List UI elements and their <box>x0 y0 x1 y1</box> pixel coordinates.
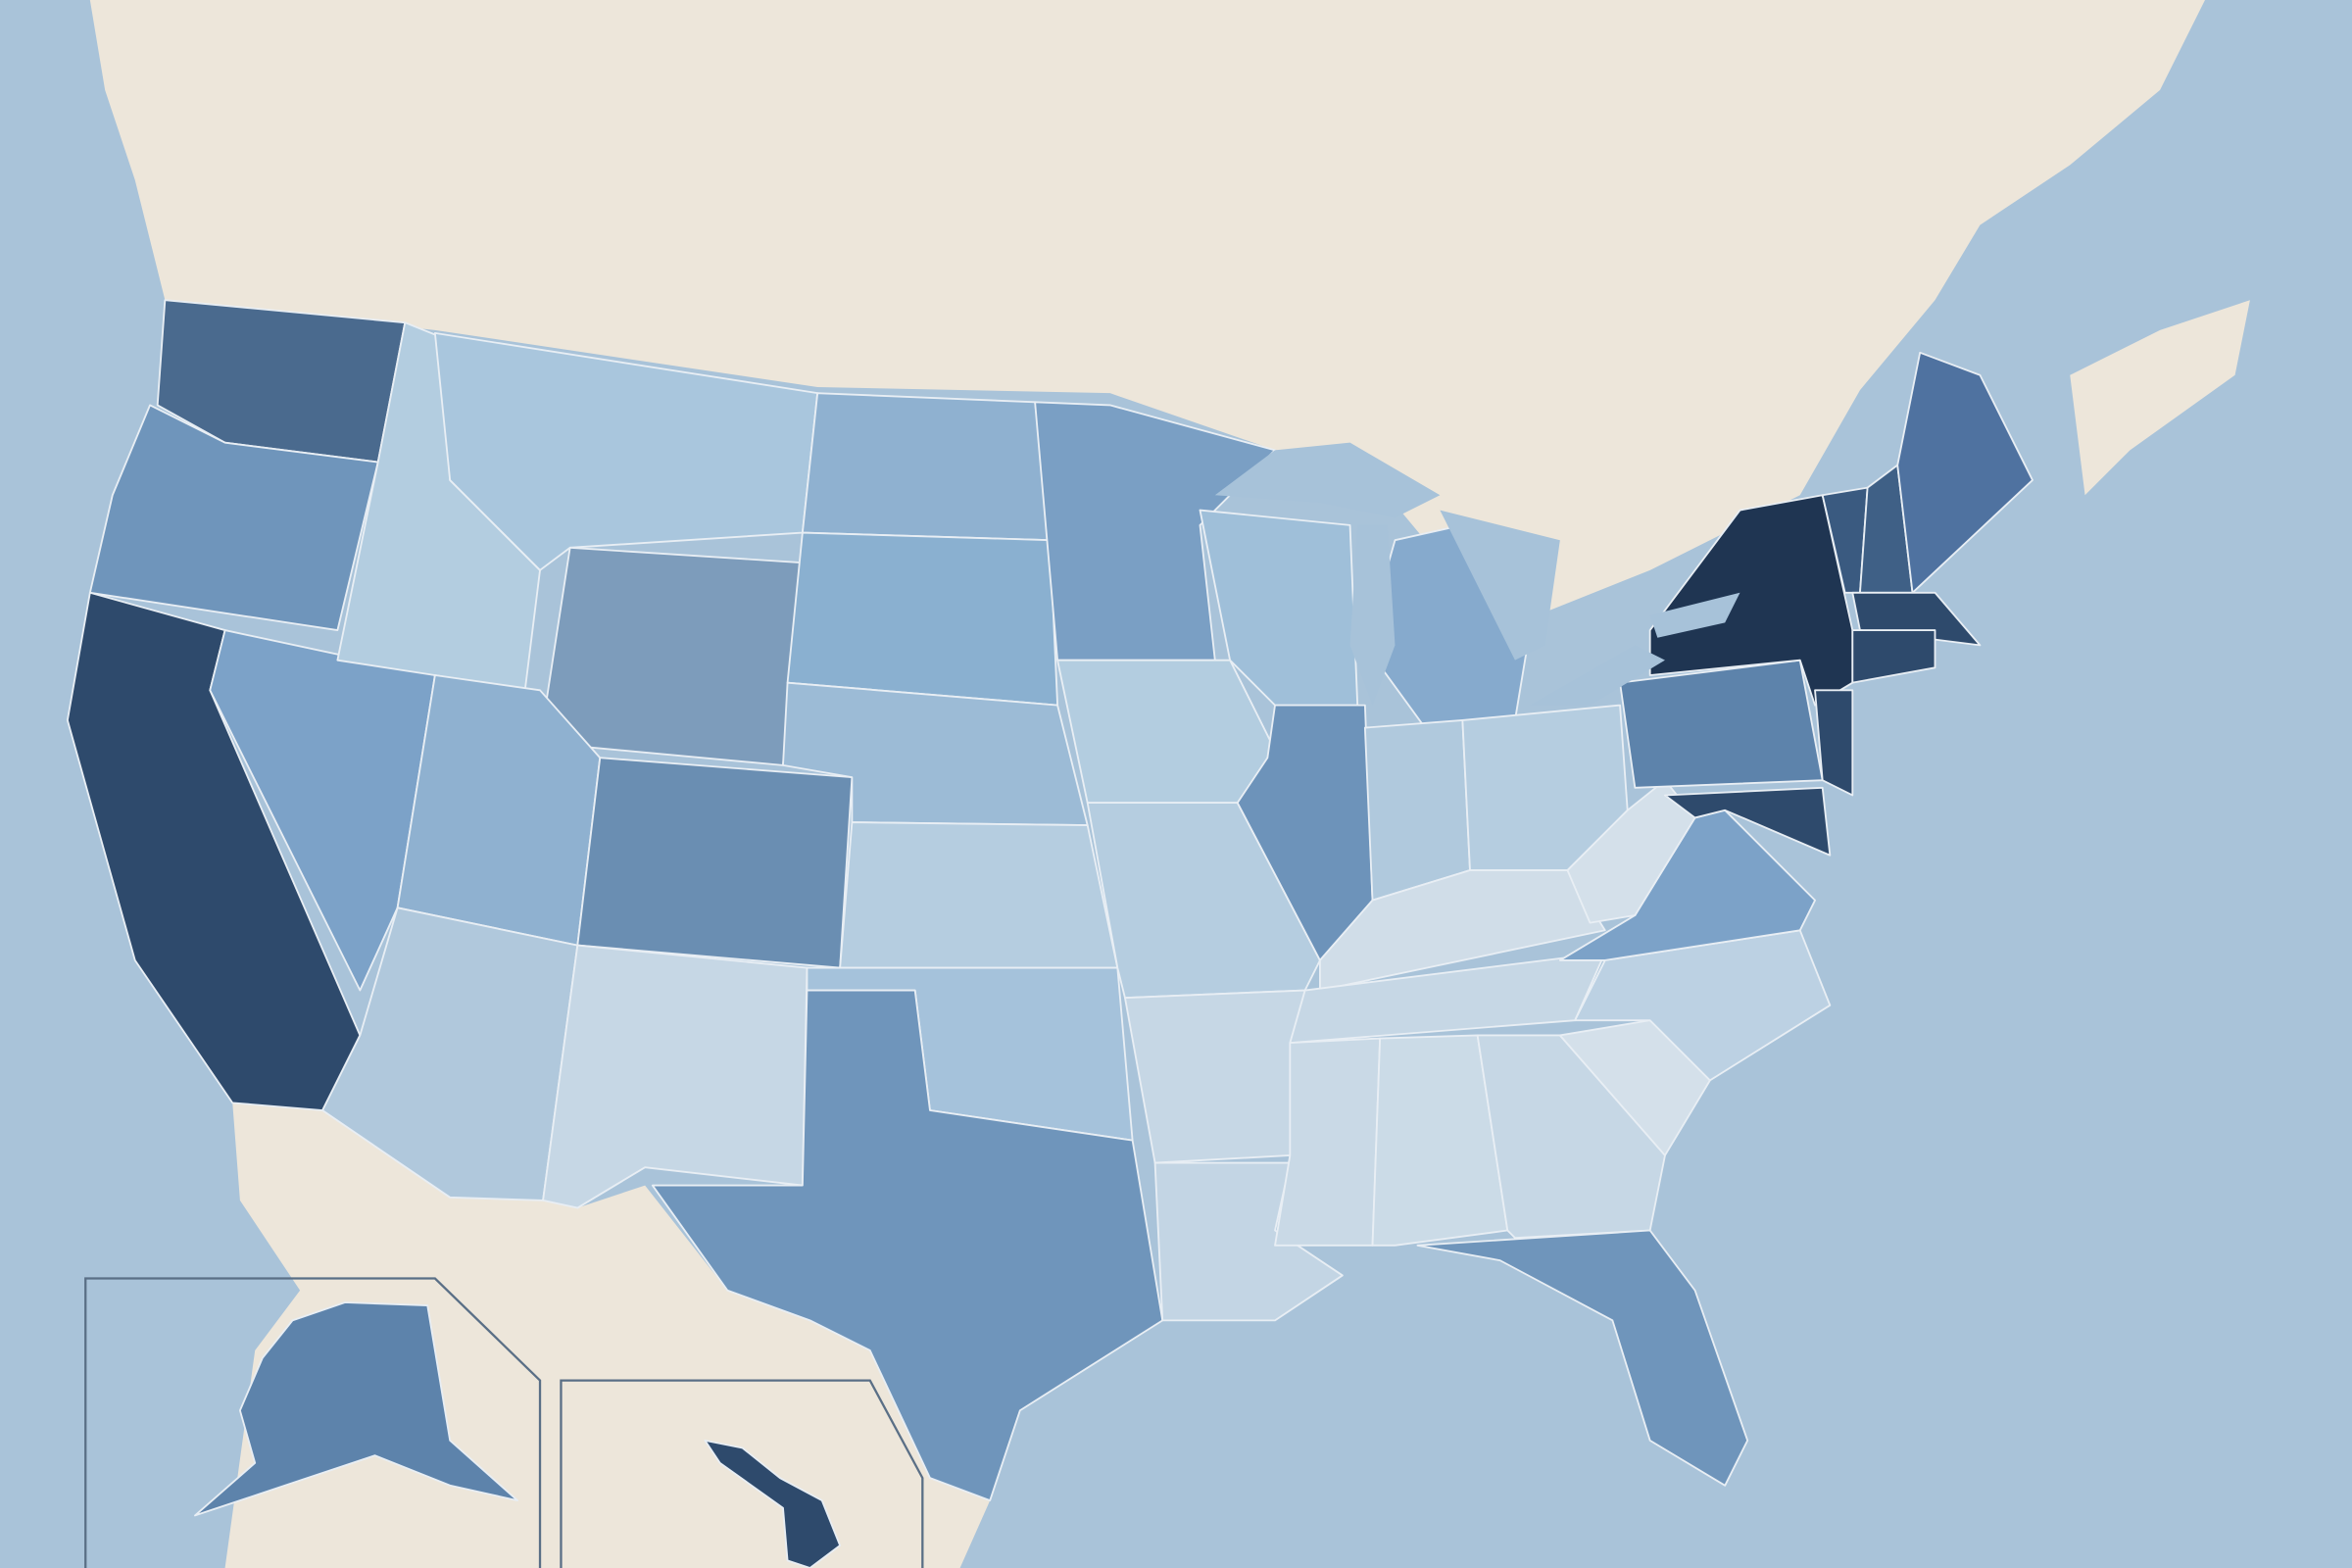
canada-landmass <box>89 0 2206 631</box>
hawaii-inset-frame <box>560 1379 924 1568</box>
state-co[interactable] <box>576 757 854 969</box>
state-ar[interactable] <box>1124 989 1306 1164</box>
lake-erie <box>1530 645 1665 706</box>
lake-ontario <box>1649 592 1740 638</box>
lake-michigan <box>1349 524 1396 706</box>
state-ms[interactable] <box>1274 1037 1382 1247</box>
state-fl[interactable] <box>1416 1229 1749 1487</box>
states-layer <box>66 299 2034 1568</box>
state-in[interactable] <box>1363 719 1471 902</box>
state-or[interactable] <box>88 404 379 631</box>
state-wy[interactable] <box>539 546 804 766</box>
state-nm[interactable] <box>542 944 808 1209</box>
alaska-inset-frame <box>84 1277 542 1568</box>
state-al[interactable] <box>1371 1034 1509 1247</box>
state-sd[interactable] <box>786 531 1058 707</box>
state-me[interactable] <box>1896 351 2034 594</box>
lake-huron <box>1440 510 1560 661</box>
state-ak[interactable] <box>194 1301 518 1517</box>
state-nd[interactable] <box>801 392 1052 542</box>
lake-superior <box>1214 442 1441 518</box>
nova-scotia <box>2070 300 2250 496</box>
state-md[interactable] <box>1664 786 1832 857</box>
state-nj[interactable] <box>1814 689 1854 797</box>
state-ks[interactable] <box>839 821 1119 969</box>
state-hi[interactable] <box>704 1439 842 1568</box>
state-ct[interactable] <box>1851 629 1936 684</box>
great-lakes <box>1214 442 1740 706</box>
state-tx[interactable] <box>651 989 1164 1502</box>
state-pa[interactable] <box>1619 659 1824 789</box>
